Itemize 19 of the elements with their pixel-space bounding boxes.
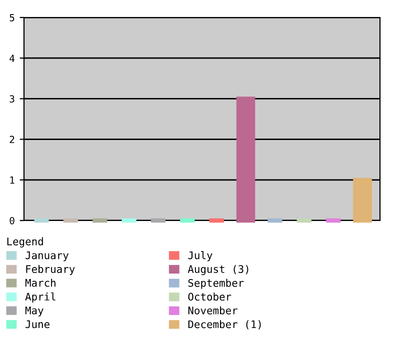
legend-label: February bbox=[26, 264, 75, 276]
legend-label: May bbox=[25, 306, 44, 316]
legend-label: March bbox=[25, 278, 56, 287]
legend-label: July bbox=[188, 251, 212, 262]
legend-label: January bbox=[26, 251, 68, 262]
legend-label: October bbox=[188, 292, 232, 301]
y-tick-label: 5 bbox=[10, 14, 14, 22]
legend-label: November bbox=[188, 306, 238, 314]
legend-title: Legend bbox=[7, 237, 43, 248]
legend-label: August (3) bbox=[188, 264, 248, 276]
y-tick-label: 2 bbox=[10, 136, 14, 144]
legend-label: September bbox=[188, 278, 244, 289]
y-tick-label: 4 bbox=[10, 54, 15, 62]
y-tick-label: 0 bbox=[10, 217, 14, 224]
y-tick-label: 3 bbox=[10, 95, 14, 103]
legend-label: June bbox=[26, 320, 50, 328]
legend-label: April bbox=[25, 292, 56, 303]
legend-label: December (1) bbox=[188, 320, 261, 330]
y-tick-label: 1 bbox=[10, 176, 14, 184]
